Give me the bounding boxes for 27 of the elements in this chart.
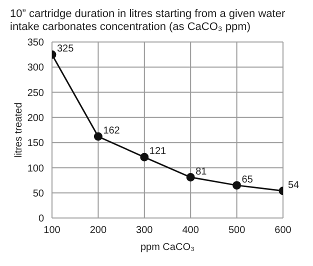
data-label: 81 <box>196 166 208 178</box>
point <box>186 173 195 182</box>
data-label: 162 <box>103 126 120 137</box>
x-tick-label: 300 <box>136 225 154 236</box>
y-tick-label: 200 <box>27 112 44 124</box>
y-tick-label: 300 <box>27 62 44 74</box>
point <box>94 132 102 141</box>
y-tick-label: 150 <box>27 138 44 150</box>
x-tick-label: 200 <box>90 225 107 236</box>
y-tick-label: 250 <box>27 88 44 99</box>
y-tick-label: 100 <box>27 163 44 174</box>
data-label: 65 <box>242 174 254 186</box>
x-tick-label: 100 <box>44 225 61 236</box>
chart-title: 10” cartridge duration in litres starting from a given water intake carbonates concentration (as CaCO₃ ppm) <box>9 8 286 34</box>
data-label: 325 <box>57 44 74 55</box>
x-tick-label: 600 <box>274 225 292 236</box>
data-label: 54 <box>288 180 300 191</box>
data-label: 121 <box>149 146 167 158</box>
y-axis-title: litres treated <box>14 102 25 158</box>
x-axis-title: ppm CaCO₃ <box>140 242 195 253</box>
x-tick-label: 400 <box>182 225 200 236</box>
point <box>140 152 149 162</box>
y-tick-label: 50 <box>32 188 44 200</box>
y-tick-label: 0 <box>38 214 44 225</box>
point <box>232 181 242 190</box>
x-tick-label: 500 <box>228 225 246 236</box>
y-tick-label: 350 <box>27 38 44 49</box>
